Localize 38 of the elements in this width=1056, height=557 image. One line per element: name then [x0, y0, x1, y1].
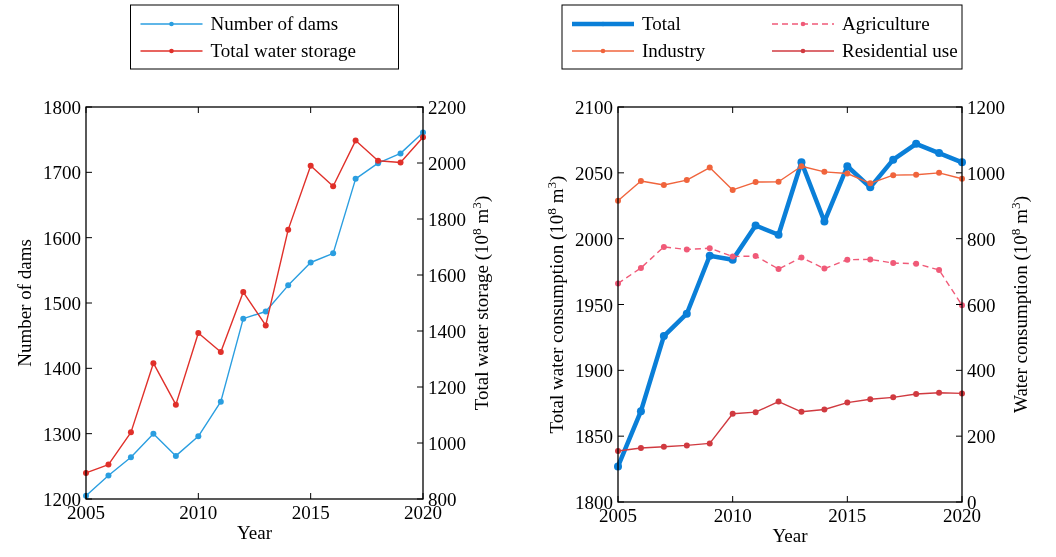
y-tick-label: 1300: [43, 423, 81, 445]
legend-label: Total: [642, 13, 681, 34]
y-tick-label: 1800: [43, 97, 81, 118]
y2-tick-label: 2200: [428, 97, 466, 118]
y2-tick-label: 1000: [428, 433, 466, 454]
y2-tick-label: 1600: [428, 265, 466, 286]
y2-tick-label: 2000: [428, 153, 466, 174]
legend-label: Industry: [642, 40, 706, 61]
y2-tick-label: 1400: [428, 321, 466, 342]
y-tick-label: 1950: [575, 294, 613, 316]
y2-tick-label: 1200: [967, 97, 1005, 118]
y2-tick-label: 600: [967, 294, 996, 316]
legend-label: Total water storage: [210, 40, 356, 61]
y2-tick-label: 1800: [428, 209, 466, 230]
y-tick-label: 1600: [43, 227, 81, 249]
legend-label: Residential use: [842, 40, 958, 61]
legend-label: Agriculture: [842, 13, 930, 34]
y-axis-title: Number of dams: [14, 239, 35, 367]
x-axis-title: Year: [772, 525, 809, 546]
y2-tick-label: 1000: [967, 162, 1005, 184]
x-tick-label: 2015: [291, 502, 330, 523]
y-tick-label: 1700: [43, 162, 81, 184]
y2-tick-label: 400: [967, 360, 996, 382]
legend-label: Number of dams: [210, 13, 339, 34]
y-tick-label: 1850: [575, 426, 613, 448]
x-axis-title: Year: [236, 522, 273, 543]
x-tick-label: 2010: [713, 505, 752, 526]
y-tick-label: 2000: [575, 228, 613, 250]
x-tick-label: 2010: [179, 502, 218, 523]
y-tick-label: 2050: [575, 162, 613, 184]
y2-tick-label: 800: [967, 228, 996, 250]
y-tick-label: 1400: [43, 358, 81, 380]
y-tick-label: 1500: [43, 293, 81, 314]
y2-tick-label: 200: [967, 426, 996, 448]
y-tick-label: 1900: [575, 360, 613, 382]
y2-tick-label: 1200: [428, 377, 466, 398]
x-tick-label: 2015: [828, 505, 867, 526]
y-tick-label: 2100: [575, 97, 613, 118]
